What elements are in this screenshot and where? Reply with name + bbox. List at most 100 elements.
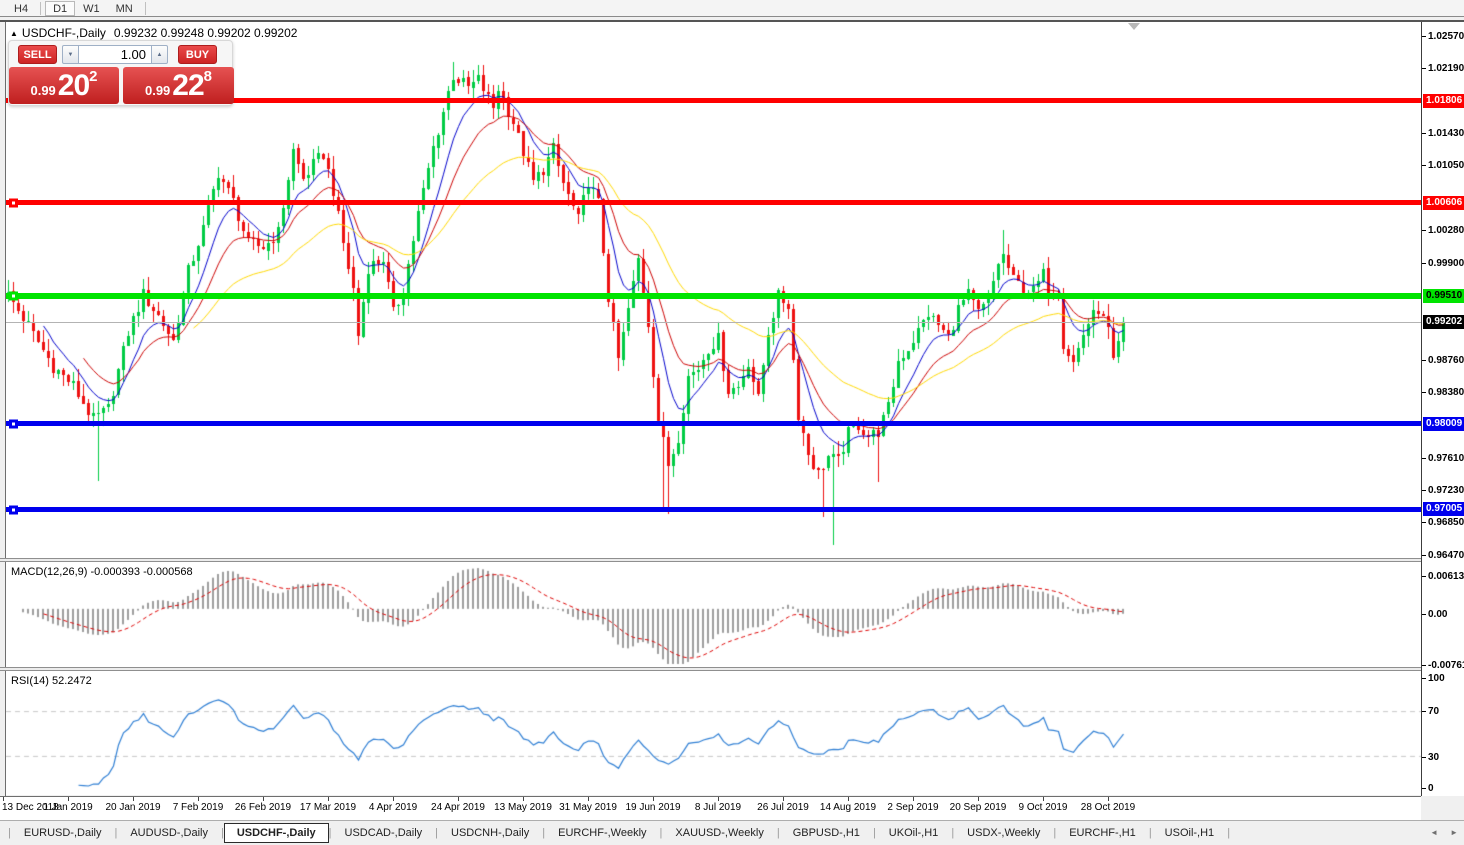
tick-mark (1422, 756, 1426, 758)
volume-increase-button[interactable]: ▲ (151, 45, 168, 64)
rsi-chart-surface[interactable] (6, 671, 1421, 795)
tab-separator: | (951, 827, 955, 839)
macd-pane-splitter[interactable] (0, 558, 1464, 562)
hline-handle[interactable] (9, 291, 18, 301)
time-tick-mark (718, 797, 719, 801)
time-label-17-mar-2019: 17 Mar 2019 (299, 802, 357, 813)
period-button-d1[interactable]: D1 (45, 0, 76, 16)
macd-tick-label: 0.00613 (1422, 570, 1464, 583)
tick-mark (1422, 67, 1426, 69)
hline-1-01806[interactable] (6, 98, 1421, 103)
macd-chart-surface[interactable] (6, 562, 1421, 667)
period-button-w1[interactable]: W1 (83, 2, 100, 15)
chart-header: ▲ USDCHF-,Daily 0.99232 0.99248 0.99202 0.… (10, 26, 297, 40)
tab-scroll-right-icon[interactable]: ► (1450, 828, 1458, 837)
price-tick-label: 1.02570 (1422, 30, 1464, 43)
tab-scroll-nav: ◄ ► (1430, 828, 1458, 837)
buy-price-button[interactable]: 0.99228 (123, 67, 234, 104)
price-tick-label: 0.96850 (1422, 516, 1464, 529)
price-level-badge-0-97005: 0.97005 (1423, 502, 1464, 516)
time-label-26-jul-2019: 26 Jul 2019 (757, 802, 809, 813)
tick-mark (1422, 132, 1426, 134)
sell-price-button[interactable]: 0.99202 (9, 67, 119, 104)
hline-handle[interactable] (9, 419, 18, 428)
time-label-4-apr-2019: 4 Apr 2019 (368, 802, 418, 813)
price-tick-label: 0.98760 (1422, 354, 1464, 367)
buy-price-main: 22 (172, 69, 204, 102)
hline-0-99510[interactable] (6, 291, 1421, 301)
tab-eurchf-h1[interactable]: EURCHF-,H1 (1069, 827, 1136, 839)
tick-mark (1422, 677, 1426, 679)
tab-usoil-h1[interactable]: USOil-,H1 (1164, 827, 1215, 839)
collapse-arrow-icon[interactable]: ▲ (10, 29, 18, 38)
chart-symbol-label: USDCHF-,Daily (21, 26, 106, 40)
current-price-badge: 0.99202 (1423, 315, 1464, 329)
time-tick-mark (783, 797, 784, 801)
tab-separator: | (776, 827, 780, 839)
time-axis[interactable]: 13 Dec 2018 1 Jan 2019 20 Jan 2019 7 Feb 20… (0, 796, 1421, 820)
tab-separator: | (872, 827, 876, 839)
period-button-h4[interactable]: H4 (14, 2, 29, 15)
tab-usdchf-daily[interactable]: USDCHF-,Daily (223, 823, 329, 843)
time-label-8-jul-2019: 8 Jul 2019 (694, 802, 742, 813)
time-label-20-sep-2019: 20 Sep 2019 (949, 802, 1007, 813)
tick-mark (1422, 575, 1426, 577)
time-label-14-aug-2019: 14 Aug 2019 (819, 802, 877, 813)
macd-tick-label: 0.00 (1422, 608, 1447, 621)
spin-down-icon: ▼ (67, 52, 74, 58)
tick-mark (1422, 391, 1426, 393)
period-toolbar: H4 D1 W1 MN (0, 0, 1464, 17)
time-tick-mark (848, 797, 849, 801)
sell-price-prefix: 0.99 (30, 83, 56, 98)
tab-usdcnh-daily[interactable]: USDCNH-,Daily (451, 827, 530, 839)
time-tick-mark (523, 797, 524, 801)
tab-usdcad-daily[interactable]: USDCAD-,Daily (344, 827, 423, 839)
tab-usdx-weekly[interactable]: USDX-,Weekly (967, 827, 1041, 839)
tab-separator: | (435, 827, 439, 839)
rsi-label: RSI(14) 52.2472 (11, 675, 92, 687)
tab-gbpusd-h1[interactable]: GBPUSD-,H1 (792, 827, 860, 839)
volume-input[interactable] (79, 45, 151, 64)
time-label-2-sep-2019: 2 Sep 2019 (887, 802, 939, 813)
time-tick-mark (913, 797, 914, 801)
tab-eurusd-daily[interactable]: EURUSD-,Daily (23, 827, 102, 839)
hline-handle[interactable] (9, 198, 18, 207)
tab-xauusd-weekly[interactable]: XAUUSD-,Weekly (675, 827, 764, 839)
buy-price-pip: 8 (203, 68, 213, 85)
price-tick-label: 1.01430 (1422, 127, 1464, 140)
hline-1-00606[interactable] (6, 198, 1421, 207)
toolbar-divider (144, 1, 146, 15)
tab-ukoil-h1[interactable]: UKOil-,H1 (888, 827, 939, 839)
price-tick-label: 0.97230 (1422, 484, 1464, 497)
current-price-line (6, 322, 1421, 323)
time-tick-mark (3, 797, 4, 801)
price-tick-label: 1.00280 (1422, 224, 1464, 237)
period-button-mn[interactable]: MN (115, 2, 133, 15)
tick-mark (1422, 787, 1426, 789)
buy-button[interactable]: BUY (178, 45, 217, 64)
time-tick-mark (588, 797, 589, 801)
sell-button[interactable]: SELL (18, 45, 57, 64)
rsi-pane-splitter[interactable] (0, 667, 1464, 671)
hline-handle[interactable] (9, 505, 18, 514)
tab-audusd-daily[interactable]: AUDUSD-,Daily (130, 827, 208, 839)
sell-price-pip: 2 (89, 68, 98, 85)
time-tick-mark (263, 797, 264, 801)
tab-eurchf-weekly[interactable]: EURCHF-,Weekly (558, 827, 647, 839)
tab-separator: | (659, 827, 663, 839)
tick-mark (1422, 164, 1426, 166)
hline-0-98009[interactable] (6, 419, 1421, 428)
price-tick-label: 0.97610 (1422, 452, 1464, 465)
time-label-28-oct-2019: 28 Oct 2019 (1080, 802, 1136, 813)
time-tick-mark (328, 797, 329, 801)
time-label-1-jan-2019: 1 Jan 2019 (43, 802, 93, 813)
price-chart-surface[interactable] (6, 22, 1421, 558)
hline-0-97005[interactable] (6, 505, 1421, 514)
volume-decrease-button[interactable]: ▼ (62, 45, 79, 64)
time-tick-mark (653, 797, 654, 801)
price-axis[interactable]: 1.01806 1.00606 0.99510 0.98009 0.97005 0.992… (1421, 22, 1464, 796)
chart-shift-marker-icon[interactable] (1128, 23, 1140, 30)
tab-separator: | (328, 827, 332, 839)
tab-scroll-left-icon[interactable]: ◄ (1430, 828, 1439, 837)
price-tick-label: 1.02190 (1422, 62, 1464, 75)
